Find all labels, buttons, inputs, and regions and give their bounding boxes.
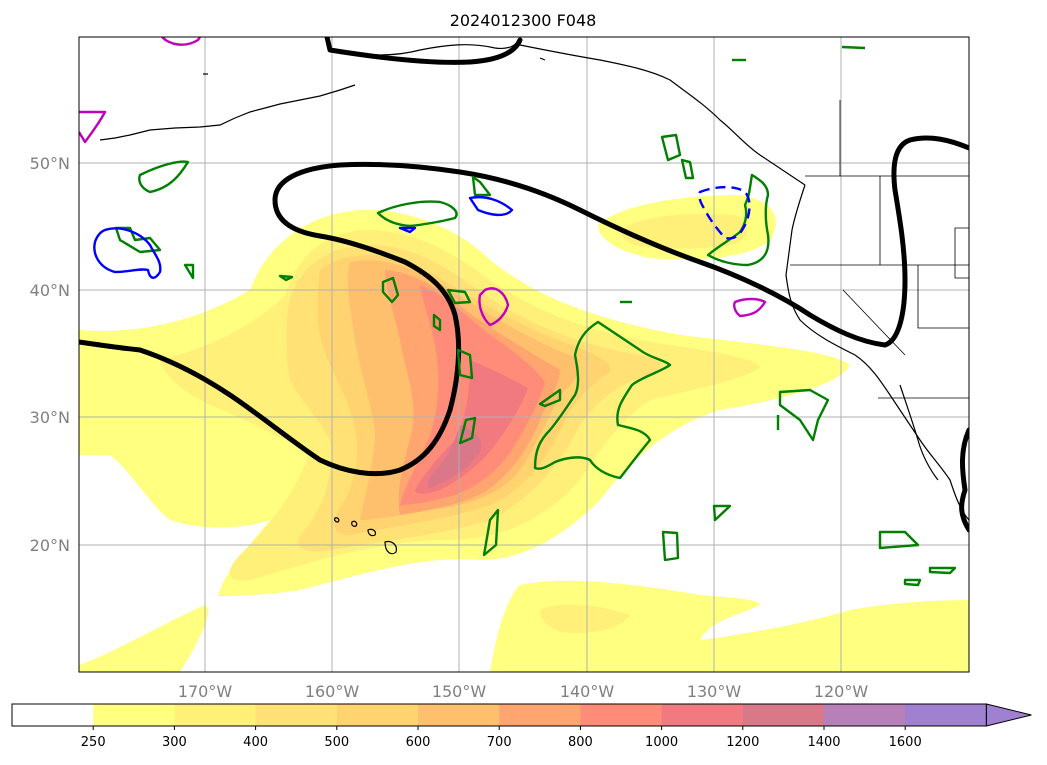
green-contour-central-2: [538, 388, 562, 408]
height-contour-east: [959, 427, 969, 533]
colorbar-tick-label: 250: [81, 735, 106, 750]
colorbar-segment: [93, 704, 175, 726]
lat-label-50: 50°N: [30, 154, 70, 173]
map-panel: [79, 37, 969, 672]
ivt-band-1000: [415, 360, 528, 494]
colorbar-segment: [418, 704, 500, 726]
graticule: [79, 37, 969, 672]
green-contour-5: [458, 416, 477, 445]
green-contour-6: [482, 508, 500, 557]
lon-label-150w: 150°W: [432, 682, 487, 701]
green-contour-e6: [928, 566, 957, 575]
lat-label-30: 30°N: [30, 408, 70, 427]
colorbar-tick-label: 1600: [889, 735, 922, 750]
lon-label-120w: 120°W: [814, 682, 869, 701]
ivt-band-300-s: [540, 604, 630, 633]
green-contour-central: [533, 320, 672, 480]
colorbar-tick-label: 1400: [807, 735, 840, 750]
green-contour-1: [381, 276, 400, 304]
green-contour-ne: [706, 173, 770, 267]
green-contour-w2: [183, 263, 195, 280]
green-contour-8: [680, 158, 695, 180]
green-contour-e1: [778, 388, 830, 442]
height-contour-trough: [79, 135, 969, 477]
coastlines: [99, 39, 969, 555]
political-borders: [790, 100, 969, 399]
green-contour-2: [446, 288, 472, 305]
colorbar-segment: [905, 704, 987, 726]
colorbar-segment: [12, 704, 94, 726]
magenta-contour-mid: [478, 287, 510, 327]
map-frame: [78, 36, 970, 673]
latitude-labels: 50°N 40°N 30°N 20°N: [30, 154, 70, 555]
colorbar: 250 300 400 500 600 700 800 1000 1200 1400 1600: [11, 703, 1032, 750]
ivt-band-250-s: [79, 605, 209, 672]
green-contour-e5: [903, 578, 922, 587]
colorbar-segment: [499, 704, 581, 726]
lon-label-130w: 130°W: [687, 682, 742, 701]
ivt-band-250-s2: [490, 580, 969, 672]
colorbar-tick-label: 700: [487, 735, 512, 750]
colorbar-segment: [661, 704, 744, 726]
green-contour-3: [432, 313, 442, 332]
colorbar-tick-label: 800: [568, 735, 593, 750]
lat-label-20: 20°N: [30, 536, 70, 555]
blue-contour-west: [93, 227, 162, 279]
green-contour-e4: [878, 530, 920, 550]
magenta-contours: [79, 37, 767, 327]
ivt-band-300-ne: [621, 213, 748, 249]
lon-label-140w: 140°W: [560, 682, 615, 701]
blue-contour-small: [398, 226, 417, 234]
green-contour-7: [660, 133, 682, 162]
colorbar-segment: [255, 704, 338, 726]
colorbar-segment: [742, 704, 825, 726]
colorbar-tick-label: 1200: [726, 735, 759, 750]
map-title: 2024012300 F048: [450, 11, 597, 30]
green-contour-e2: [661, 530, 680, 562]
green-contour-e9: [841, 45, 866, 50]
height-contours: [79, 37, 969, 533]
ivt-filled-contours: [79, 195, 969, 672]
magenta-contour-top: [161, 37, 201, 46]
green-contour-e3: [712, 504, 732, 522]
green-contour-w3: [278, 274, 294, 282]
lon-label-160w: 160°W: [305, 682, 360, 701]
colorbar-tick-label: 400: [243, 735, 268, 750]
colorbar-tick-label: 1000: [645, 735, 678, 750]
magenta-contour-east: [733, 297, 767, 318]
lon-label-170w: 170°W: [178, 682, 233, 701]
height-contour-north: [324, 37, 523, 65]
green-contour-nw: [376, 200, 458, 228]
longitude-labels: 170°W 160°W 150°W 140°W 130°W 120°W: [178, 682, 869, 701]
blue-contour-mid: [468, 196, 514, 217]
colorbar-segment: [174, 704, 257, 726]
lat-label-40: 40°N: [30, 281, 70, 300]
colorbar-tick-label: 500: [324, 735, 349, 750]
colorbar-extend-arrow: [985, 703, 1032, 727]
green-contours: [114, 45, 957, 587]
magenta-contour-west: [79, 110, 107, 144]
green-contour-far-nw: [138, 160, 190, 194]
colorbar-segment: [824, 704, 906, 726]
blue-contours: [93, 185, 751, 279]
green-contour-9: [471, 175, 492, 197]
colorbar-tick-label: 600: [406, 735, 431, 750]
colorbar-segment: [580, 704, 663, 726]
green-contour-4: [456, 348, 474, 380]
colorbar-tick-label: 300: [162, 735, 187, 750]
colorbar-segment: [336, 704, 419, 726]
